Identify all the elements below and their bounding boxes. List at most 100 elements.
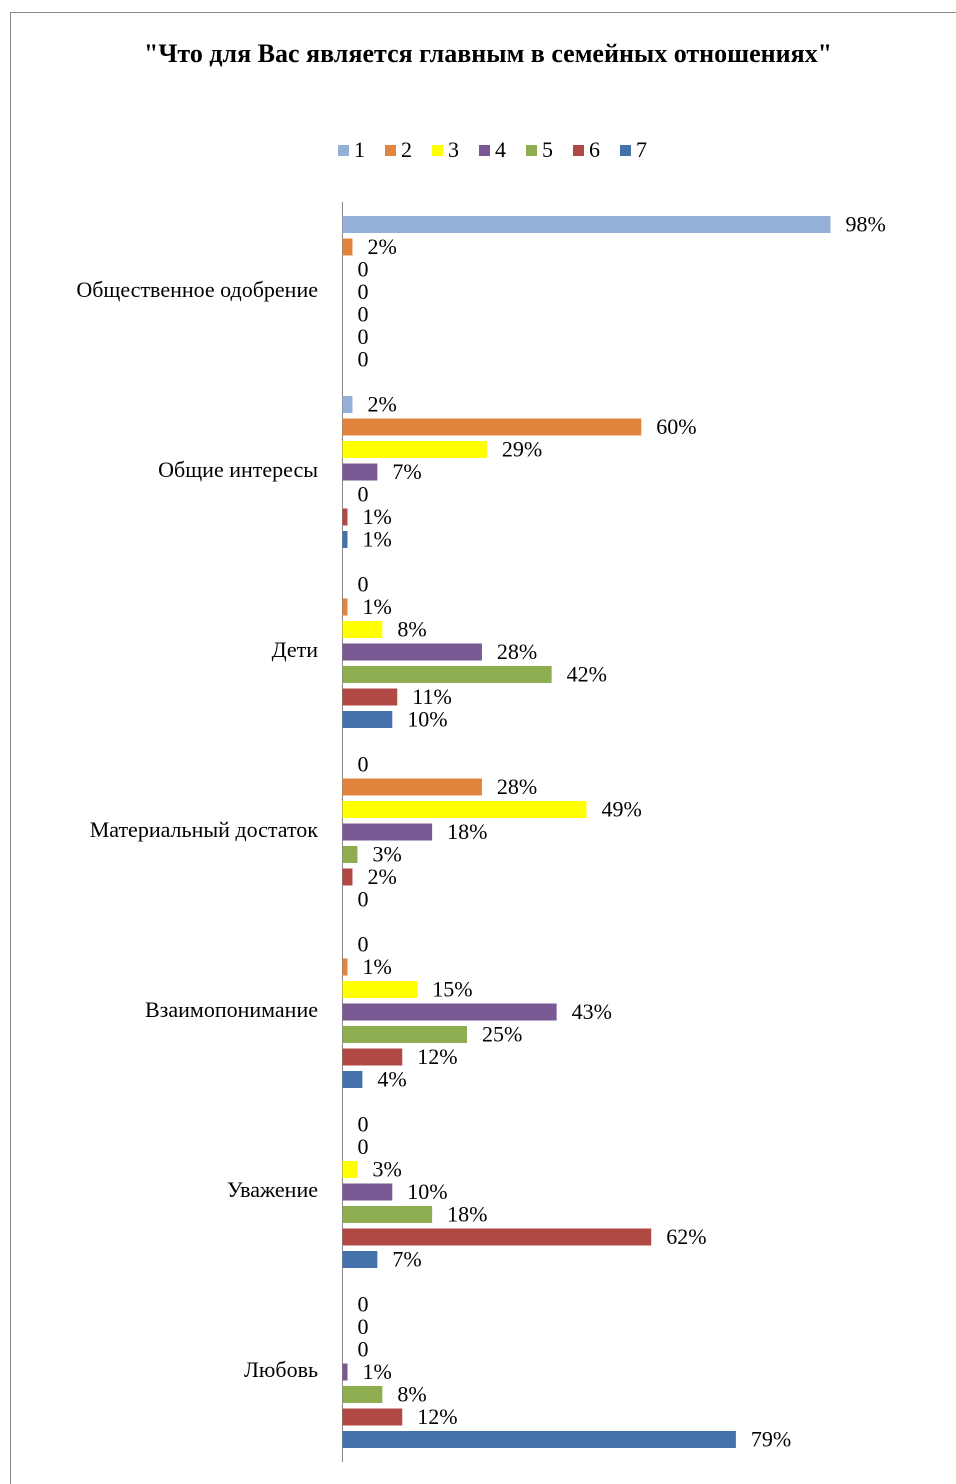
bar	[342, 778, 482, 796]
data-label: 2%	[367, 864, 396, 889]
data-label: 0	[358, 752, 369, 777]
legend-label: 3	[448, 137, 459, 162]
data-label: 98%	[846, 212, 886, 237]
data-label: 25%	[482, 1022, 522, 1047]
y-tick-label: Общие интересы	[158, 457, 318, 482]
data-label: 4%	[377, 1067, 406, 1092]
data-label: 0	[358, 1112, 369, 1137]
data-label: 0	[358, 257, 369, 282]
data-label: 1%	[362, 1359, 391, 1384]
data-label: 2%	[367, 234, 396, 259]
data-label: 0	[358, 347, 369, 372]
bar	[342, 1071, 363, 1088]
bar	[342, 216, 831, 233]
data-label: 28%	[497, 774, 537, 799]
data-label: 0	[358, 572, 369, 597]
data-label: 1%	[362, 504, 391, 529]
bar	[342, 396, 353, 413]
data-label: 2%	[367, 392, 396, 417]
data-label: 3%	[372, 842, 401, 867]
data-label: 8%	[397, 617, 426, 642]
legend-swatch	[573, 145, 584, 156]
data-label: 15%	[432, 977, 472, 1002]
data-label: 10%	[407, 707, 447, 732]
data-label: 0	[358, 279, 369, 304]
chart-title: "Что для Вас является главным в семейных…	[143, 39, 833, 68]
data-label: 0	[358, 324, 369, 349]
bar	[342, 688, 398, 706]
bar	[342, 1431, 736, 1448]
bar	[342, 1183, 393, 1201]
bar	[342, 621, 383, 638]
bar	[342, 1408, 403, 1426]
bar	[342, 643, 482, 661]
bar	[342, 418, 642, 436]
chart-frame	[10, 12, 956, 1484]
bar	[342, 531, 348, 548]
bar	[342, 868, 353, 886]
data-label: 49%	[602, 797, 642, 822]
legend-swatch	[432, 145, 443, 156]
bar	[342, 1386, 383, 1403]
bar	[342, 441, 487, 458]
data-label: 12%	[417, 1044, 457, 1069]
bar	[342, 823, 433, 841]
legend-swatch	[338, 145, 349, 156]
bar	[342, 508, 348, 526]
legend-label: 6	[589, 137, 600, 162]
y-tick-label: Любовь	[244, 1357, 318, 1382]
legend-swatch	[479, 145, 490, 156]
data-label: 60%	[656, 414, 696, 439]
bar	[342, 238, 353, 256]
data-label: 42%	[567, 662, 607, 687]
data-label: 8%	[397, 1382, 426, 1407]
y-tick-label: Общественное одобрение	[76, 277, 318, 302]
y-tick-label: Уважение	[227, 1177, 318, 1202]
data-label: 18%	[447, 819, 487, 844]
bar	[342, 1026, 467, 1043]
legend-swatch	[620, 145, 631, 156]
bar	[342, 846, 358, 863]
data-label: 1%	[362, 594, 391, 619]
data-label: 29%	[502, 437, 542, 462]
bar	[342, 1228, 652, 1246]
bar	[342, 666, 552, 683]
legend-label: 7	[636, 137, 647, 162]
legend-swatch	[385, 145, 396, 156]
bar	[342, 711, 393, 728]
data-label: 0	[358, 1337, 369, 1362]
bar	[342, 1251, 378, 1268]
bar	[342, 1206, 433, 1223]
data-label: 0	[358, 1314, 369, 1339]
data-label: 43%	[572, 999, 612, 1024]
bar	[342, 801, 587, 818]
data-label: 1%	[362, 527, 391, 552]
bar	[342, 1048, 403, 1066]
bar	[342, 598, 348, 616]
bar	[342, 958, 348, 976]
y-tick-label: Взаимопонимание	[145, 997, 318, 1022]
data-label: 0	[358, 302, 369, 327]
data-label: 0	[358, 482, 369, 507]
bar	[342, 1363, 348, 1381]
bar	[342, 463, 378, 481]
data-label: 0	[358, 1134, 369, 1159]
legend-label: 2	[401, 137, 412, 162]
data-label: 28%	[497, 639, 537, 664]
legend-label: 1	[354, 137, 365, 162]
bar	[342, 1161, 358, 1178]
data-label: 10%	[407, 1179, 447, 1204]
data-label: 11%	[412, 684, 452, 709]
data-label: 1%	[362, 954, 391, 979]
data-label: 79%	[751, 1427, 791, 1452]
data-label: 7%	[392, 459, 421, 484]
data-label: 0	[358, 932, 369, 957]
data-label: 7%	[392, 1247, 421, 1272]
data-label: 18%	[447, 1202, 487, 1227]
data-label: 0	[358, 1292, 369, 1317]
legend-label: 4	[495, 137, 506, 162]
bar	[342, 1003, 557, 1021]
data-label: 12%	[417, 1404, 457, 1429]
